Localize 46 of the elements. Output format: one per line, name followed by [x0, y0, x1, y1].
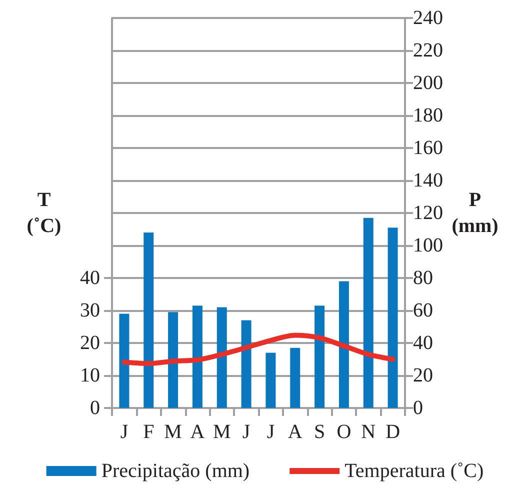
y2-tick-label: 160	[413, 137, 443, 159]
y2-tick-label: 180	[413, 104, 443, 126]
bar	[290, 348, 300, 408]
y2-tick-label: 100	[413, 234, 443, 256]
bar	[314, 306, 325, 408]
y2-tick-label: 240	[413, 7, 443, 29]
y-tick-label: 0	[90, 397, 100, 419]
y-axis-title: T (˚C)	[26, 189, 62, 237]
y-tick-label: 20	[80, 332, 100, 354]
bar	[241, 320, 252, 408]
y2-tick-label: 200	[413, 72, 443, 94]
y2-tick-label: 0	[413, 397, 423, 419]
bar	[168, 312, 178, 408]
x-tick-label: N	[361, 421, 376, 443]
y2-tick-label: 140	[413, 170, 443, 192]
legend-label: Precipitação (mm)	[101, 460, 250, 482]
bar	[388, 228, 398, 408]
x-tick-label: M	[212, 421, 231, 443]
bar	[192, 306, 202, 408]
y2-tick-label: 220	[413, 40, 443, 62]
y2-tick-label: 20	[413, 364, 433, 386]
y2-tick-label: 120	[413, 202, 443, 224]
x-tick-label: J	[242, 421, 250, 443]
bar	[363, 218, 374, 408]
x-tick-label: A	[190, 421, 206, 443]
x-tick-label: J	[266, 421, 275, 443]
y2-axis-title: P (mm)	[452, 189, 498, 237]
bar	[144, 232, 154, 408]
bar	[266, 352, 276, 408]
y2-tick-label: 80	[413, 267, 433, 289]
y-tick-label: 40	[80, 267, 100, 289]
bar	[119, 314, 130, 408]
x-tick-label: J	[120, 421, 128, 443]
y2-tick-label: 40	[413, 332, 433, 354]
x-tick-label: O	[336, 421, 352, 443]
x-tick-label: A	[288, 421, 303, 443]
legend-label: Temperatura (˚C)	[344, 460, 484, 482]
y-tick-label: 10	[80, 364, 100, 386]
bar	[216, 307, 227, 408]
x-tick-label: S	[314, 421, 326, 443]
x-tick-label: F	[143, 421, 154, 443]
y2-tick-label: 60	[413, 300, 433, 322]
y-tick-label: 30	[80, 300, 100, 322]
x-tick-label: D	[386, 421, 400, 443]
bar	[338, 281, 349, 408]
x-tick-label: M	[164, 421, 182, 443]
